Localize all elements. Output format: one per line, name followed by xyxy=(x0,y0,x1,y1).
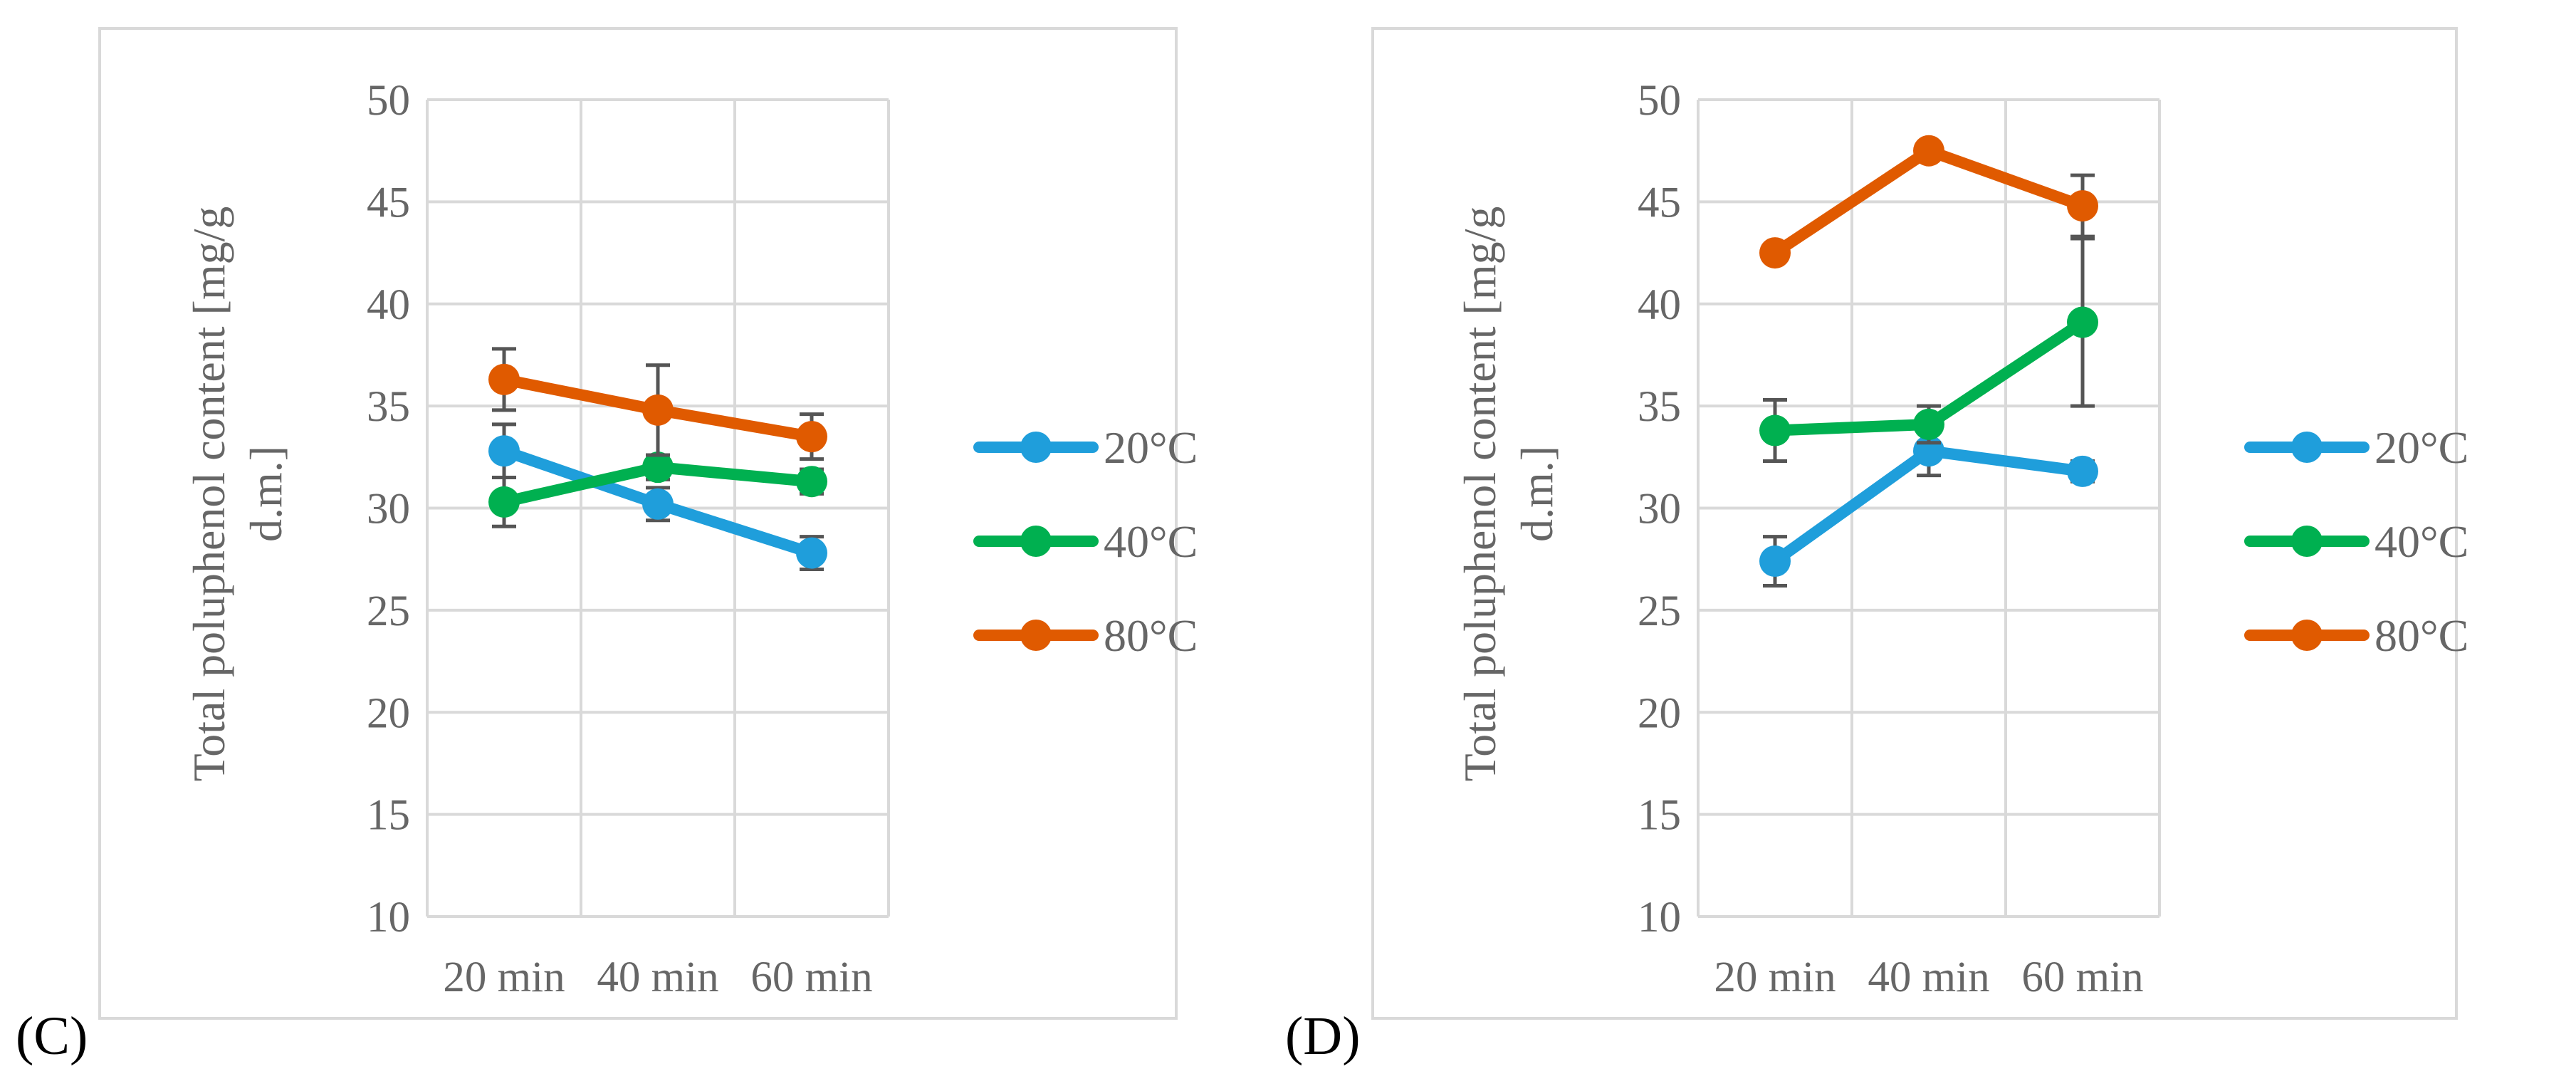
panel-c-y-tick-label: 35 xyxy=(367,383,410,431)
panel-d-series-80Cc-point xyxy=(1759,237,1791,269)
panel-c-y-tick-label: 25 xyxy=(367,588,410,635)
panel-c-series-40Cc-point xyxy=(796,466,827,498)
panel-c-series-40Cc-point xyxy=(642,451,674,484)
panel-c-x-tick-label: 40 min xyxy=(597,954,718,1001)
panel-d-y-tick-label: 20 xyxy=(1638,689,1681,737)
panel-d-y-tick-label: 35 xyxy=(1638,383,1681,431)
panel-d-legend-40Cc-swatch-marker xyxy=(2291,526,2323,557)
panel-c-y-tick-label: 15 xyxy=(367,792,410,840)
panel-c-series-40Cc-point xyxy=(488,486,520,518)
panel-d-y-tick-label: 50 xyxy=(1638,77,1681,125)
panel-d-legend-40Cc-label: 40°C xyxy=(2375,516,2468,567)
panel-d-x-tick-label: 60 min xyxy=(2021,954,2143,1001)
panel-c-x-tick-label: 60 min xyxy=(750,954,872,1001)
panel-c-y-tick-label: 30 xyxy=(367,486,410,533)
panel-c-legend-40Cc-swatch-marker xyxy=(1020,526,1052,557)
panel-d-series-80Cc-point xyxy=(1913,135,1944,167)
panel-c-series-20Cc-point xyxy=(488,435,520,467)
panel-d-y-tick-label: 25 xyxy=(1638,588,1681,635)
panel-c-y-tick-label: 40 xyxy=(367,281,410,329)
panel-c-legend-20Cc-swatch-marker xyxy=(1020,432,1052,463)
panel-d-y-tick-label: 45 xyxy=(1638,179,1681,226)
panel-c-label: (C) xyxy=(16,1006,88,1066)
panel-d-legend-20Cc-label: 20°C xyxy=(2375,422,2468,473)
panel-d-y-tick-label: 40 xyxy=(1638,281,1681,329)
panel-c-y-tick-label: 20 xyxy=(367,689,410,737)
panel-d-series-40Cc-point xyxy=(1759,414,1791,447)
panel-c-chart-frame xyxy=(98,27,1178,1020)
panel-c-series-20Cc-point xyxy=(642,488,674,520)
panel-d-y-axis-title-line: d.m.] xyxy=(1512,446,1562,542)
panel-c-series-80Cc-point xyxy=(488,363,520,395)
panel-d-series-80Cc-point xyxy=(2067,190,2098,222)
panel-c-legend-40Cc-label: 40°C xyxy=(1104,516,1198,567)
panel-d-x-tick-label: 20 min xyxy=(1714,954,1836,1001)
panel-c-y-axis-title-line: d.m.] xyxy=(241,446,291,542)
panel-d-label: (D) xyxy=(1285,1006,1361,1066)
panel-c-y-axis-title: Total poluphenol content [mg/g d.m.] xyxy=(184,207,291,782)
panel-c-y-tick-label: 45 xyxy=(367,179,410,226)
panel-d-y-tick-label: 10 xyxy=(1638,894,1681,941)
panel-d-y-axis-title-line: Total poluphenol content [mg/g xyxy=(1455,207,1505,782)
panel-d-y-tick-label: 30 xyxy=(1638,486,1681,533)
panel-c-legend-20Cc-label: 20°C xyxy=(1104,422,1198,473)
panel-c-series-80Cc-point xyxy=(796,421,827,453)
panel-c-y-tick-label: 50 xyxy=(367,77,410,125)
panel-c-series-80Cc-point xyxy=(642,394,674,426)
panel-d-legend-80Cc-label: 80°C xyxy=(2375,610,2468,661)
panel-d-legend-80Cc-swatch-marker xyxy=(2291,620,2323,651)
panel-c-y-tick-label: 10 xyxy=(367,894,410,941)
panel-d-chart-frame xyxy=(1371,27,2458,1020)
panel-c-x-tick-label: 20 min xyxy=(443,954,565,1001)
panel-c-series-20Cc-point xyxy=(796,537,827,569)
panel-d-series-40Cc-point xyxy=(1913,408,1944,440)
panel-c-legend-80Cc-swatch-marker xyxy=(1020,620,1052,651)
chart-panel-c: 10 15 20 25 30 35 40 45 50 20 min 40 min 60 min Tota… xyxy=(16,27,1198,1066)
panel-d-y-axis-title: Total poluphenol content [mg/g d.m.] xyxy=(1455,207,1562,782)
panel-c-y-axis-title-line: Total poluphenol content [mg/g xyxy=(184,207,234,782)
panel-d-x-tick-label: 40 min xyxy=(1868,954,1989,1001)
panel-d-y-tick-label: 15 xyxy=(1638,792,1681,840)
panel-d-series-40Cc-point xyxy=(2067,306,2098,338)
panel-d-legend-20Cc-swatch-marker xyxy=(2291,432,2323,463)
chart-panel-d: 10 15 20 25 30 35 40 45 50 20 min 40 min 60 min Tota… xyxy=(1285,27,2468,1066)
panel-d-series-20Cc-point xyxy=(2067,455,2098,487)
panel-c-legend-80Cc-label: 80°C xyxy=(1104,610,1198,661)
panel-d-series-20Cc-point xyxy=(1759,545,1791,578)
